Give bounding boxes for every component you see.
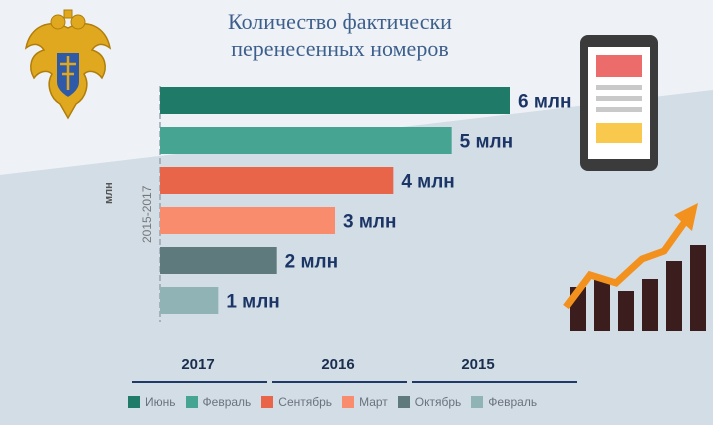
bar-1: [160, 87, 510, 114]
bar-3: [160, 167, 394, 194]
smartphone-icon: [580, 35, 658, 171]
bar-6: [160, 287, 219, 314]
legend-label: Март: [359, 395, 388, 409]
legend-item-6: Февраль: [471, 395, 537, 409]
legend: Июнь Февраль Сентябрь Март Октябрь Февраль: [128, 395, 547, 409]
legend-item-1: Июнь: [128, 395, 176, 409]
legend-item-2: Февраль: [185, 395, 252, 409]
legend-label: Сентябрь: [278, 395, 333, 409]
bar-2: [160, 127, 452, 154]
legend-item-5: Октябрь: [397, 395, 462, 409]
legend-label: Октябрь: [414, 395, 462, 409]
bar-5: [160, 247, 277, 274]
growth-chart-icon: [563, 203, 706, 331]
chart-title: Количество фактически перенесенных номер…: [228, 9, 452, 61]
coat-of-arms-icon: [24, 9, 112, 120]
legend-swatch: [128, 396, 140, 408]
legend-swatch: [397, 396, 410, 408]
legend-label: Февраль: [202, 395, 252, 409]
legend-label: Февраль: [488, 395, 538, 409]
legend-swatch: [185, 396, 198, 408]
legend-label: Июнь: [145, 395, 176, 409]
bar-value-label-6: 1 млн: [226, 292, 279, 313]
legend-item-4: Март: [342, 395, 388, 409]
bar-value-label-5: 2 млн: [285, 252, 338, 273]
legend-swatch: [261, 396, 274, 408]
bar-value-label-4: 3 млн: [343, 212, 396, 233]
bar-4: [160, 207, 335, 234]
legend-item-3: Сентябрь: [261, 395, 332, 409]
bar-value-label-1: 6 млн: [518, 92, 571, 113]
bar-value-label-2: 5 млн: [460, 132, 513, 153]
bar-value-label-3: 4 млн: [401, 172, 454, 193]
legend-swatch: [342, 396, 355, 408]
legend-swatch: [471, 396, 484, 408]
